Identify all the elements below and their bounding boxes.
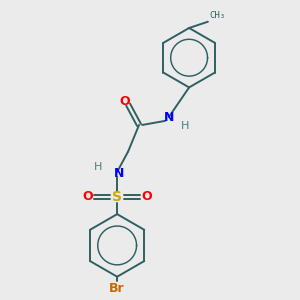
Text: O: O [142, 190, 152, 203]
Text: N: N [164, 111, 174, 124]
Text: H: H [94, 162, 103, 172]
Text: S: S [112, 190, 122, 204]
Text: H: H [181, 121, 189, 131]
Text: CH₃: CH₃ [209, 11, 226, 20]
Text: Br: Br [109, 282, 125, 295]
Text: O: O [82, 190, 93, 203]
Text: O: O [119, 95, 130, 108]
Text: N: N [113, 167, 124, 180]
